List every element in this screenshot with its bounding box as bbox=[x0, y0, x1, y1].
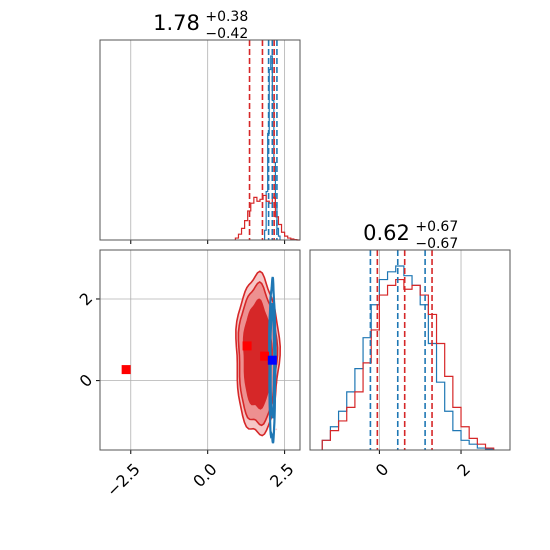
param2-title-upper-error: +0.67 bbox=[415, 219, 458, 235]
joint-y-tick-label: 0 bbox=[76, 370, 97, 391]
param1-title-upper-error: +0.38 bbox=[205, 9, 248, 25]
joint-x-tick-label: −2.5 bbox=[103, 460, 144, 501]
param2-red-histogram bbox=[321, 278, 495, 450]
param2-title-lower-error: −0.67 bbox=[415, 236, 458, 252]
joint-content bbox=[121, 270, 282, 460]
param2-x-tick-label: 0 bbox=[372, 460, 393, 481]
joint-2d-panel bbox=[96, 249, 301, 460]
param1-marginal-panel bbox=[99, 39, 301, 244]
param2-title-median: 0.62 bbox=[363, 221, 410, 245]
param1-title-lower-error: −0.42 bbox=[205, 26, 248, 42]
joint-x-tick-label: 0.0 bbox=[189, 460, 220, 491]
joint-x-tick-label: 2.5 bbox=[266, 460, 297, 491]
marker-red-square bbox=[121, 365, 131, 375]
joint-2d-frame bbox=[99, 249, 301, 451]
param2-marginal-frame bbox=[309, 249, 511, 451]
param2-marginal-panel bbox=[309, 249, 511, 454]
param1-red-histogram bbox=[234, 194, 300, 241]
marker-red-square bbox=[260, 351, 270, 361]
joint-y-tick-label: 2 bbox=[76, 289, 97, 310]
marker-blue-square bbox=[267, 355, 277, 365]
param1-title-median: 1.78 bbox=[153, 11, 200, 35]
joint-sample-point bbox=[275, 428, 278, 431]
param2-x-tick-label: 2 bbox=[453, 460, 474, 481]
marker-red-square bbox=[242, 341, 252, 351]
param2-marginal-bg bbox=[310, 250, 510, 450]
red-contour-level-3 bbox=[242, 298, 273, 410]
joint-sample-point bbox=[268, 458, 270, 460]
titles: 1.78 +0.38−0.42 0.62 +0.67−0.67 bbox=[153, 9, 458, 252]
param2-blue-histogram bbox=[321, 265, 495, 450]
param1-marginal-frame bbox=[99, 39, 301, 241]
